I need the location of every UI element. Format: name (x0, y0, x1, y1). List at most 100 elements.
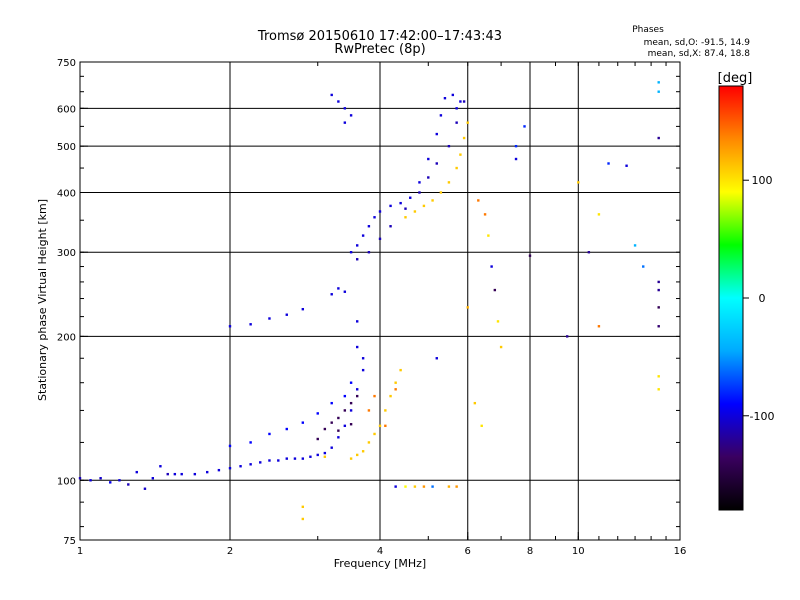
data-point (514, 157, 518, 161)
data-point (657, 306, 660, 309)
data-point (330, 293, 333, 296)
colorbar-tick-label: 0 (759, 292, 766, 305)
data-point (151, 477, 155, 480)
data-point (384, 424, 387, 428)
data-point (285, 457, 288, 460)
data-point (409, 196, 412, 199)
data-point (285, 313, 288, 316)
x-tick-label: 1 (77, 546, 83, 557)
axis-ticks: 1 2 4 6 8 10 16 75 100 200 300 400 500 600 750 (57, 58, 686, 557)
data-point (337, 287, 340, 290)
data-point (473, 401, 477, 405)
data-point (466, 121, 469, 124)
colorbar-ticks: 100 0 -100 (743, 174, 774, 423)
data-point (293, 457, 297, 460)
data-point (418, 191, 421, 194)
data-point (78, 477, 82, 480)
data-point (159, 465, 162, 468)
data-point (422, 204, 426, 208)
data-point (316, 412, 319, 415)
data-point (462, 100, 466, 103)
x-tick-label: 8 (527, 546, 533, 557)
data-point (268, 317, 271, 320)
data-point (343, 290, 347, 293)
data-point (109, 481, 112, 484)
y-tick-label: 600 (57, 104, 76, 115)
data-point (330, 401, 333, 405)
x-tick-label: 10 (572, 546, 585, 557)
data-point (490, 265, 493, 268)
data-point (349, 457, 353, 460)
y-tick-label: 75 (63, 536, 76, 547)
data-point (477, 199, 480, 202)
data-point (301, 421, 305, 424)
data-point (228, 325, 232, 328)
data-point (355, 345, 359, 349)
data-point (657, 90, 660, 93)
data-point (404, 216, 407, 219)
data-point (367, 441, 371, 444)
data-point (455, 107, 458, 110)
data-point (367, 409, 371, 412)
gridlines (80, 62, 680, 540)
data-point (343, 107, 347, 110)
data-point (413, 485, 417, 488)
data-point (657, 325, 660, 328)
data-point (565, 335, 569, 338)
data-point (337, 416, 340, 420)
data-point (394, 388, 397, 391)
data-point (459, 100, 462, 103)
data-point (657, 288, 660, 292)
data-point (514, 144, 518, 148)
data-point (89, 479, 92, 482)
data-point (239, 465, 242, 468)
data-point (180, 472, 183, 476)
data-point (384, 409, 387, 412)
data-point (301, 505, 305, 509)
data-point (301, 457, 305, 460)
data-point (657, 81, 660, 84)
data-point (343, 424, 347, 428)
data-point (355, 244, 359, 247)
y-axis-label: Stationary phase Virtual Height [km] (36, 199, 49, 401)
data-point (642, 265, 645, 268)
chart-subtitle: RwPretec (8p) (334, 42, 425, 57)
data-point (337, 429, 340, 432)
data-point (173, 472, 177, 476)
data-point (466, 306, 469, 309)
data-point (217, 468, 221, 472)
data-point (143, 487, 147, 490)
data-point (343, 394, 347, 398)
data-point (355, 320, 359, 323)
data-point (285, 427, 288, 431)
data-point (451, 93, 455, 97)
chart-title: Tromsø 20150610 17:42:00–17:43:43 (257, 29, 502, 44)
phases-info-line1: mean, sd,O: -91.5, 14.9 (644, 38, 751, 48)
data-point (205, 470, 209, 474)
data-point (422, 485, 426, 488)
data-point (343, 121, 347, 124)
data-point (268, 432, 271, 436)
data-point (528, 254, 532, 257)
data-point (135, 470, 138, 474)
data-point (349, 401, 353, 405)
data-point (249, 441, 252, 444)
data-point (657, 375, 660, 378)
data-point (361, 357, 365, 360)
x-tick-label: 16 (674, 546, 687, 557)
data-point (323, 427, 327, 431)
data-point (455, 166, 458, 170)
data-point (394, 381, 397, 384)
x-tick-label: 2 (227, 546, 233, 557)
data-point (361, 234, 365, 237)
data-point (435, 162, 438, 165)
data-point (459, 153, 462, 156)
data-point (301, 307, 305, 311)
data-point (418, 181, 421, 184)
data-point (355, 453, 359, 457)
data-point (447, 144, 451, 148)
data-point (378, 424, 382, 428)
data-point (378, 237, 382, 241)
data-point (228, 466, 232, 470)
